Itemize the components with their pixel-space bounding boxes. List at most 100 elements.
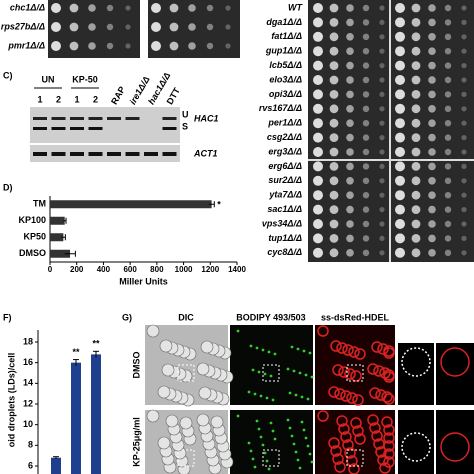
lipid-droplet <box>263 451 267 455</box>
strain-label: gup1Δ/Δ <box>265 46 302 56</box>
er-cell <box>330 340 342 352</box>
band-s <box>162 127 177 130</box>
lipid-droplet <box>253 465 257 469</box>
colony <box>428 191 436 199</box>
colony <box>362 120 370 127</box>
band-s <box>88 127 103 130</box>
colony <box>379 135 385 141</box>
gene-label: ACT1 <box>193 148 218 158</box>
colony <box>411 46 421 56</box>
colony <box>329 176 339 186</box>
colony <box>206 4 214 12</box>
colony <box>379 77 385 83</box>
colony <box>444 33 452 40</box>
lipid-droplet <box>267 350 271 354</box>
lipid-droplet <box>259 435 263 439</box>
colony <box>395 161 405 172</box>
er-cell <box>340 390 352 402</box>
colony <box>225 5 231 11</box>
lipid-droplet <box>265 459 269 463</box>
x-tick-label: 1200 <box>201 265 219 274</box>
inset-cell <box>440 432 470 462</box>
colony <box>346 18 354 27</box>
lipid-droplet <box>267 467 271 471</box>
colony <box>329 18 339 27</box>
lipid-droplet <box>298 371 302 375</box>
x-tick-label: 1000 <box>175 265 193 274</box>
lipid-droplet <box>298 466 302 470</box>
colony <box>461 135 467 141</box>
band-u <box>107 117 121 120</box>
roi <box>177 364 195 382</box>
colony <box>461 149 467 155</box>
colony <box>411 90 421 99</box>
colony <box>346 105 354 113</box>
lipid-droplet <box>249 449 253 453</box>
colony <box>88 23 96 31</box>
colony <box>362 76 370 84</box>
colony <box>411 205 421 215</box>
lipid-droplet <box>300 420 304 424</box>
lipid-droplet <box>271 429 275 433</box>
colony <box>395 89 405 100</box>
colony <box>88 4 96 12</box>
colony <box>428 33 436 41</box>
colony <box>395 31 405 42</box>
band-actin <box>107 152 121 156</box>
roi <box>262 364 280 382</box>
band-actin <box>125 152 140 156</box>
band-u <box>33 117 47 120</box>
lipid-droplet <box>308 351 312 355</box>
colony <box>69 41 79 51</box>
colony <box>428 76 436 84</box>
colony <box>395 17 405 28</box>
band-u <box>70 117 84 120</box>
colony <box>346 162 354 171</box>
colony <box>313 175 323 186</box>
band-u <box>125 117 140 120</box>
colony <box>379 63 385 69</box>
er-cell <box>383 448 395 460</box>
colony <box>461 91 467 97</box>
bar <box>51 457 61 474</box>
colony <box>329 90 339 99</box>
strain-label: yta7Δ/Δ <box>268 190 302 200</box>
colony <box>444 206 452 213</box>
er-cell <box>336 415 348 427</box>
colony <box>106 42 114 50</box>
lipid-droplet <box>259 394 263 398</box>
colony <box>428 133 436 142</box>
colony <box>329 32 339 42</box>
colony <box>444 48 452 55</box>
er-cell <box>383 345 395 357</box>
colony <box>362 4 370 12</box>
colony <box>411 104 421 114</box>
colony <box>428 4 436 12</box>
er-cell <box>373 438 385 450</box>
colony <box>151 22 161 32</box>
lipid-droplet <box>288 426 292 430</box>
colony <box>362 163 370 170</box>
colony <box>313 132 323 143</box>
colony <box>428 119 436 127</box>
er-cell <box>348 346 360 358</box>
row-label: KP-25μg/ml <box>131 417 141 467</box>
y-tick-label: 10 <box>23 419 33 429</box>
colony <box>461 63 467 69</box>
colony <box>346 61 354 70</box>
er-cell <box>317 325 329 337</box>
colony <box>362 48 370 55</box>
colony <box>461 106 467 112</box>
gene-label: HAC1 <box>194 113 219 123</box>
colony <box>329 118 339 128</box>
colony <box>88 42 96 50</box>
colony <box>461 163 467 169</box>
colony <box>362 33 370 40</box>
colony <box>428 18 436 27</box>
colony <box>346 76 354 84</box>
colony <box>362 91 370 98</box>
colony <box>395 175 405 186</box>
colony <box>329 147 339 157</box>
er-cell <box>383 424 395 436</box>
colony <box>362 19 370 26</box>
